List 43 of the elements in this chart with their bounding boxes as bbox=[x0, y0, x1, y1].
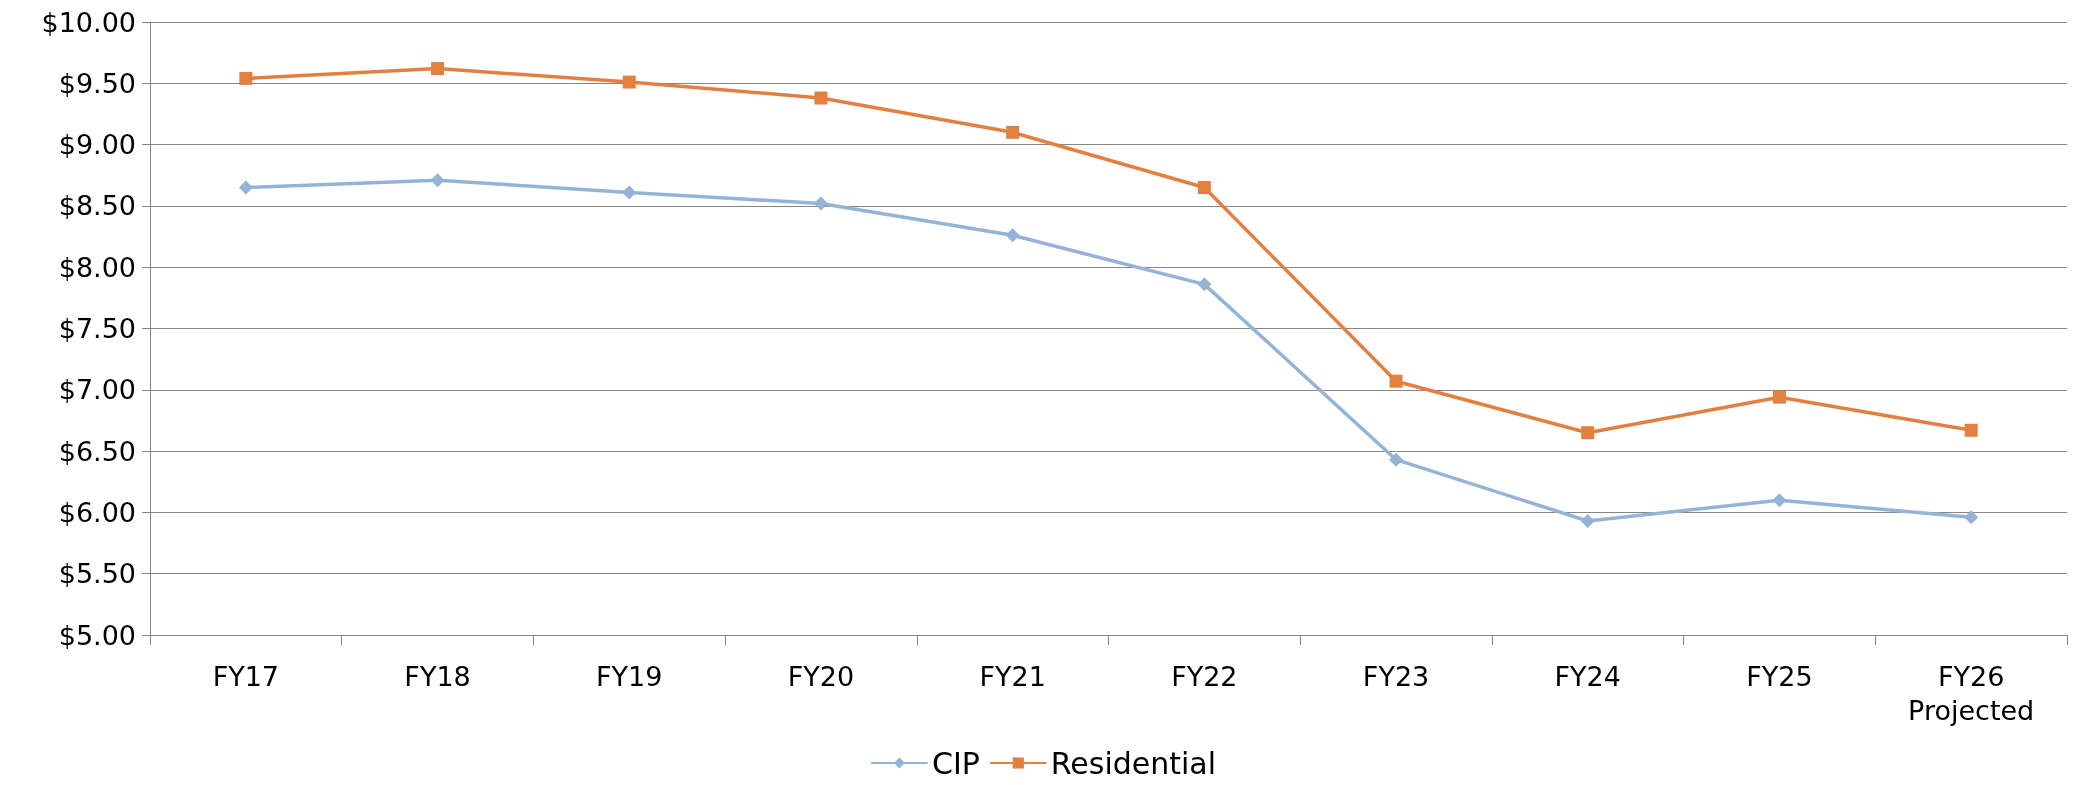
x-tick-label: FY25 bbox=[1746, 660, 1813, 692]
x-tick-label: FY21 bbox=[979, 660, 1046, 692]
point bbox=[1005, 228, 1020, 243]
y-tick-label: $8.00 bbox=[58, 251, 136, 283]
y-tick-label: $5.00 bbox=[58, 619, 136, 651]
point bbox=[1389, 452, 1404, 467]
point bbox=[1581, 426, 1595, 440]
point bbox=[238, 180, 253, 195]
x-tick-label: FY20 bbox=[787, 660, 855, 692]
y-tick-label: $7.00 bbox=[58, 374, 136, 406]
point bbox=[622, 75, 636, 89]
y-tick-label: $8.50 bbox=[58, 190, 136, 222]
point bbox=[1964, 510, 1979, 525]
point bbox=[1772, 493, 1787, 508]
point bbox=[431, 62, 445, 76]
point bbox=[1964, 423, 1978, 437]
point bbox=[1197, 277, 1212, 292]
y-tick-label: $9.50 bbox=[58, 67, 136, 99]
y-tick-label: $6.00 bbox=[58, 496, 136, 528]
y-tick-label: $7.50 bbox=[58, 313, 136, 344]
legend-label: Residential bbox=[1050, 745, 1217, 781]
x-tick-label: FY17 bbox=[212, 660, 280, 692]
x-tick-label: FY22 bbox=[1171, 660, 1238, 692]
y-tick-label: $5.50 bbox=[58, 558, 136, 590]
x-tick-label: FY26 Projected bbox=[1908, 660, 2035, 726]
x-tick-label: FY23 bbox=[1362, 660, 1430, 692]
x-tick-label: FY19 bbox=[596, 660, 663, 692]
point bbox=[1772, 390, 1786, 404]
legend-label: CIP bbox=[931, 745, 980, 781]
point bbox=[813, 196, 828, 211]
y-tick-label: $6.50 bbox=[58, 435, 136, 467]
point bbox=[1389, 374, 1403, 388]
y-tick-label: $9.00 bbox=[58, 129, 136, 161]
point bbox=[1197, 181, 1211, 195]
x-tick-label: FY18 bbox=[404, 660, 471, 692]
point bbox=[239, 71, 253, 85]
x-tick-label: FY24 bbox=[1554, 660, 1621, 692]
point bbox=[814, 91, 828, 105]
point bbox=[430, 173, 445, 188]
y-tick-label: $10.00 bbox=[41, 6, 136, 38]
point bbox=[1580, 513, 1595, 528]
point bbox=[622, 185, 637, 200]
point bbox=[1006, 125, 1020, 139]
